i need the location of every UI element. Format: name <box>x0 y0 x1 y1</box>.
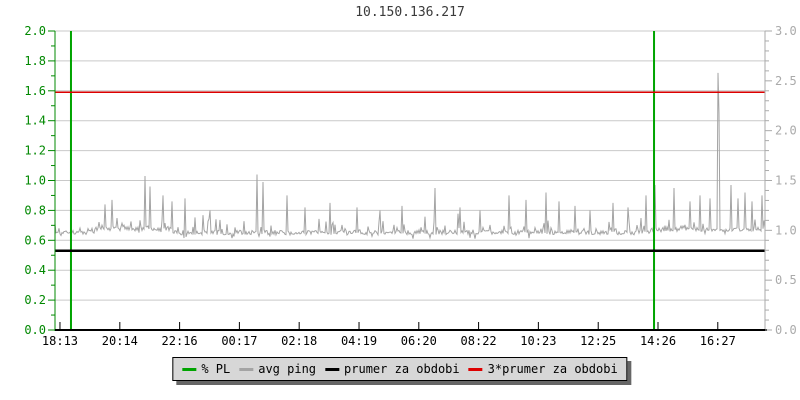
x-axis <box>55 329 767 331</box>
right-tick-label: 2.0 <box>775 124 797 138</box>
left-tick-label: 1.2 <box>24 144 46 158</box>
x-tick-label: 06:20 <box>401 334 437 348</box>
left-tick-label: 0.8 <box>24 203 46 217</box>
x-tick-label: 12:25 <box>580 334 616 348</box>
legend-label-prumer: prumer za obdobi <box>344 362 460 376</box>
x-tick-label: 08:22 <box>461 334 497 348</box>
x-tick-label: 04:19 <box>341 334 377 348</box>
x-tick-label: 10:23 <box>520 334 556 348</box>
legend-swatch-avg-ping <box>239 367 254 371</box>
right-tick-label: 1.5 <box>775 174 797 188</box>
left-tick-label: 1.6 <box>24 84 46 98</box>
chart-title: 10.150.136.217 <box>355 5 465 20</box>
left-tick-label: 0.4 <box>24 263 46 277</box>
right-tick-label: 2.5 <box>775 74 797 88</box>
right-tick-label: 3.0 <box>775 24 797 38</box>
legend-label-3prumer: 3*prumer za obdobi <box>487 362 618 376</box>
x-tick-label: 00:17 <box>221 334 257 348</box>
left-tick-label: 0.2 <box>24 293 46 307</box>
right-tick-label: 1.0 <box>775 223 797 237</box>
legend-item-3prumer: 3*prumer za obdobi <box>468 362 618 376</box>
x-tick-label: 02:18 <box>281 334 317 348</box>
left-tick-label: 1.4 <box>24 114 46 128</box>
x-tick-label: 16:27 <box>700 334 736 348</box>
legend-item-pl: % PL <box>182 362 230 376</box>
left-tick-label: 1.8 <box>24 54 46 68</box>
legend-label-avg-ping: avg ping <box>258 362 317 376</box>
legend: % PL avg ping prumer za obdobi 3*prumer … <box>172 357 628 381</box>
legend-item-avg-ping: avg ping <box>239 362 316 376</box>
x-tick-label: 14:26 <box>640 334 676 348</box>
right-tick-label: 0.0 <box>775 323 797 337</box>
right-tick-label: 0.5 <box>775 273 797 287</box>
legend-item-prumer: prumer za obdobi <box>325 362 460 376</box>
left-tick-label: 0.6 <box>24 233 46 247</box>
x-tick-label: 22:16 <box>162 334 198 348</box>
legend-swatch-pl <box>182 367 197 371</box>
x-tick-label: 20:14 <box>102 334 138 348</box>
legend-label-pl: % PL <box>201 362 231 376</box>
left-tick-label: 0.0 <box>24 323 46 337</box>
left-tick-label: 1.0 <box>24 174 46 188</box>
x-tick-label: 18:13 <box>42 334 78 348</box>
chart-svg: 0.0 0.2 0.4 0.6 0.8 1.0 1.2 1.4 1.6 1.8 2.0 0.0 0.5 1… <box>24 24 797 348</box>
legend-swatch-prumer <box>325 367 340 371</box>
avg-ping-line <box>54 72 766 240</box>
left-tick-label: 2.0 <box>24 24 46 38</box>
legend-swatch-3prumer <box>468 367 483 371</box>
